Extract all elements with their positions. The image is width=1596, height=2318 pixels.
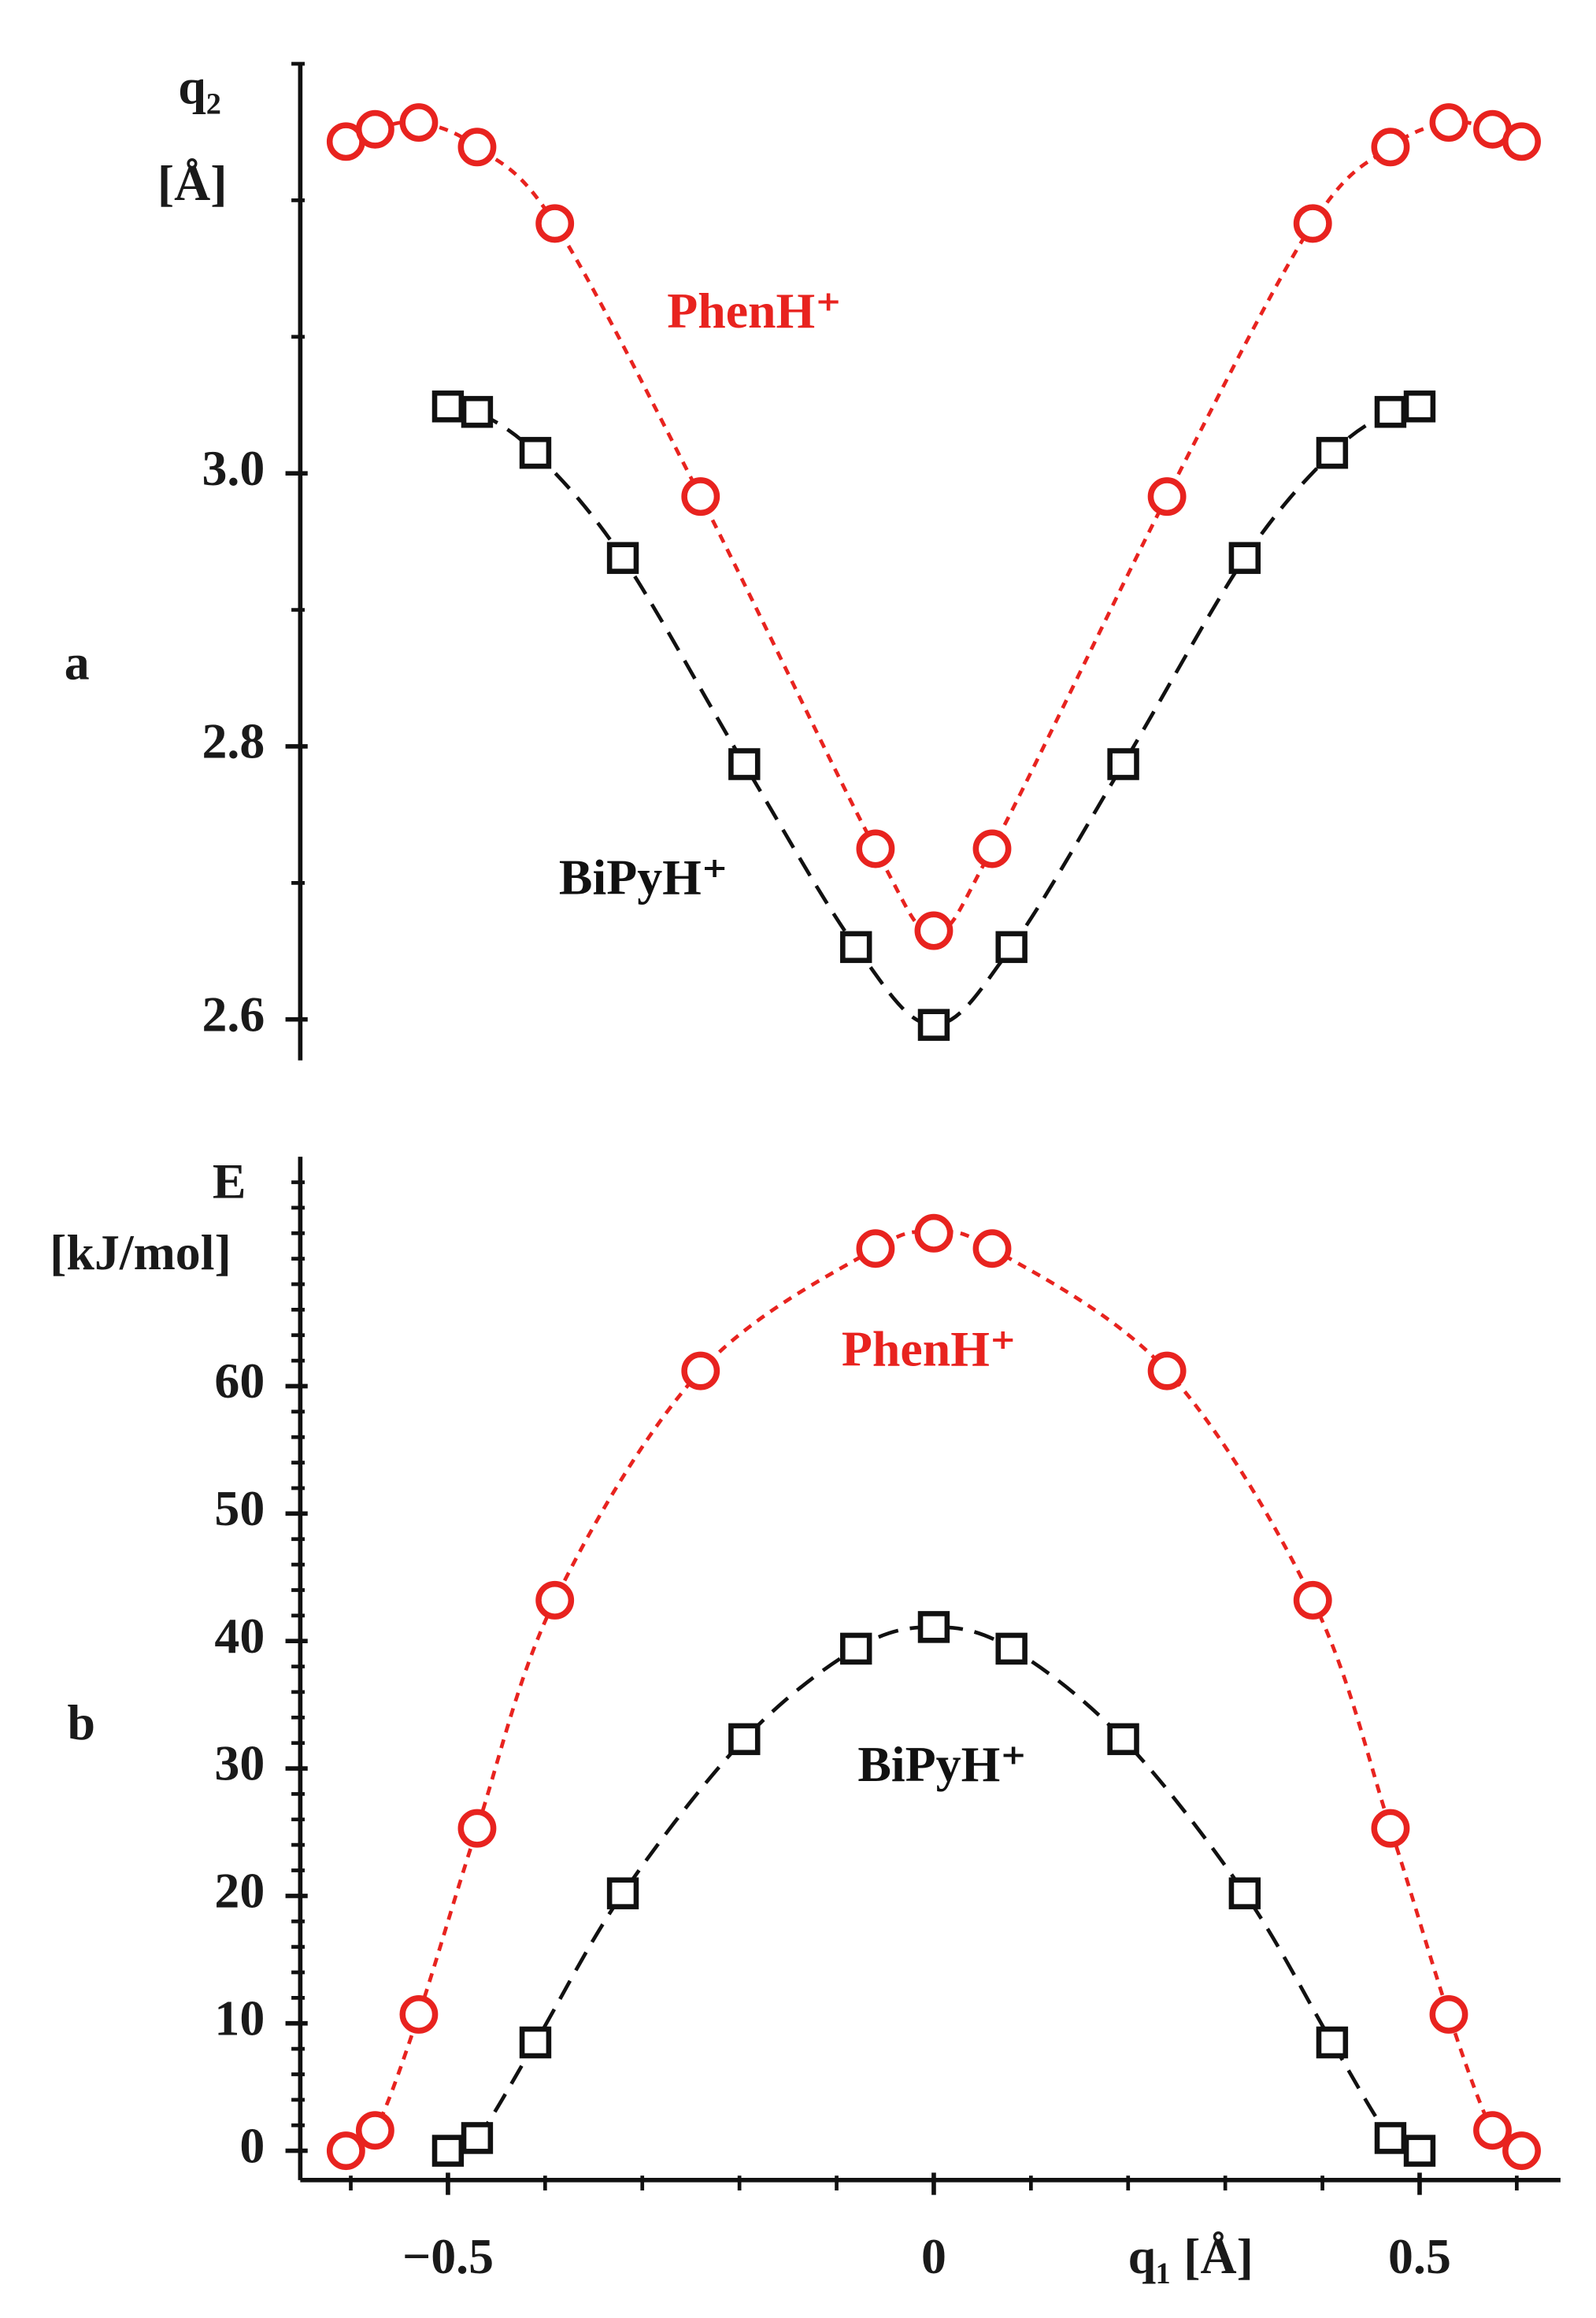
- y-tick-label: 40: [214, 1608, 265, 1664]
- point: [457, 1809, 497, 1848]
- point: [431, 2135, 465, 2167]
- point: [1147, 477, 1187, 517]
- y-axis-label: E: [213, 1153, 246, 1209]
- point: [1107, 1723, 1139, 1756]
- point: [1429, 1994, 1468, 2034]
- series-label: BiPyH⁺: [857, 1736, 1027, 1792]
- point: [1473, 2111, 1512, 2150]
- series-label: PhenH⁺: [667, 283, 842, 339]
- point: [519, 2026, 552, 2059]
- point: [355, 2111, 394, 2150]
- point: [535, 1580, 575, 1620]
- point: [1228, 542, 1261, 574]
- point: [728, 748, 761, 780]
- point: [355, 109, 394, 149]
- point: [914, 911, 954, 950]
- y-tick-label: 2.6: [202, 986, 265, 1042]
- y-tick-label: 0: [239, 2117, 265, 2173]
- y-tick-label: 2.8: [202, 713, 265, 769]
- point: [1374, 2122, 1407, 2154]
- point: [1374, 395, 1407, 428]
- point: [856, 1229, 895, 1268]
- point: [917, 1611, 950, 1643]
- panel-label: a: [65, 634, 90, 690]
- point: [606, 542, 639, 574]
- point: [1403, 390, 1436, 423]
- y-axis-label: q₂: [178, 58, 221, 114]
- point: [856, 829, 895, 868]
- point: [1502, 2131, 1541, 2171]
- fit-curve: [345, 120, 1523, 933]
- point: [1228, 1877, 1261, 1909]
- y-tick-label: 50: [214, 1480, 265, 1536]
- point: [1429, 103, 1468, 143]
- point: [326, 2131, 365, 2171]
- point: [1293, 1580, 1332, 1620]
- point: [431, 390, 465, 423]
- point: [917, 1009, 950, 1041]
- y-tick-label: 3.0: [202, 440, 265, 496]
- point: [461, 2122, 494, 2154]
- x-tick-label: 0: [921, 2228, 946, 2284]
- fit-curve: [446, 1625, 1420, 2153]
- y-tick-label: 20: [214, 1863, 265, 1919]
- point: [457, 128, 497, 167]
- series-label: BiPyH⁺: [559, 849, 728, 905]
- point: [1403, 2135, 1436, 2167]
- y-tick-label: 60: [214, 1353, 265, 1409]
- point: [1293, 204, 1332, 243]
- x-tick-label: −0.5: [402, 2228, 494, 2284]
- point: [681, 1351, 720, 1390]
- point: [399, 1994, 439, 2034]
- point: [1147, 1351, 1187, 1390]
- x-axis-label: q₁ [Å]: [1128, 2228, 1253, 2284]
- y-tick-label: 10: [214, 1990, 265, 2046]
- series-label: PhenH⁺: [842, 1320, 1016, 1376]
- fit-curve: [447, 404, 1420, 1028]
- point: [995, 931, 1028, 964]
- point: [681, 477, 720, 517]
- point: [535, 204, 575, 243]
- point: [972, 1229, 1012, 1268]
- point: [840, 1632, 872, 1665]
- point: [728, 1723, 761, 1756]
- point: [1107, 748, 1139, 780]
- y-tick-label: 30: [214, 1735, 265, 1791]
- point: [840, 931, 872, 964]
- point: [399, 103, 439, 143]
- point: [1502, 122, 1541, 161]
- x-tick-label: 0.5: [1388, 2228, 1451, 2284]
- y-axis-label: [kJ/mol]: [50, 1224, 231, 1280]
- point: [606, 1877, 639, 1909]
- point: [519, 436, 552, 469]
- point: [972, 829, 1012, 868]
- point: [1371, 128, 1410, 167]
- point: [1316, 2026, 1349, 2059]
- point: [995, 1632, 1028, 1665]
- point: [1371, 1809, 1410, 1848]
- point: [914, 1213, 954, 1253]
- point: [1316, 436, 1349, 469]
- panel-label: b: [68, 1694, 96, 1750]
- y-axis-label: [Å]: [157, 155, 228, 211]
- point: [461, 395, 494, 428]
